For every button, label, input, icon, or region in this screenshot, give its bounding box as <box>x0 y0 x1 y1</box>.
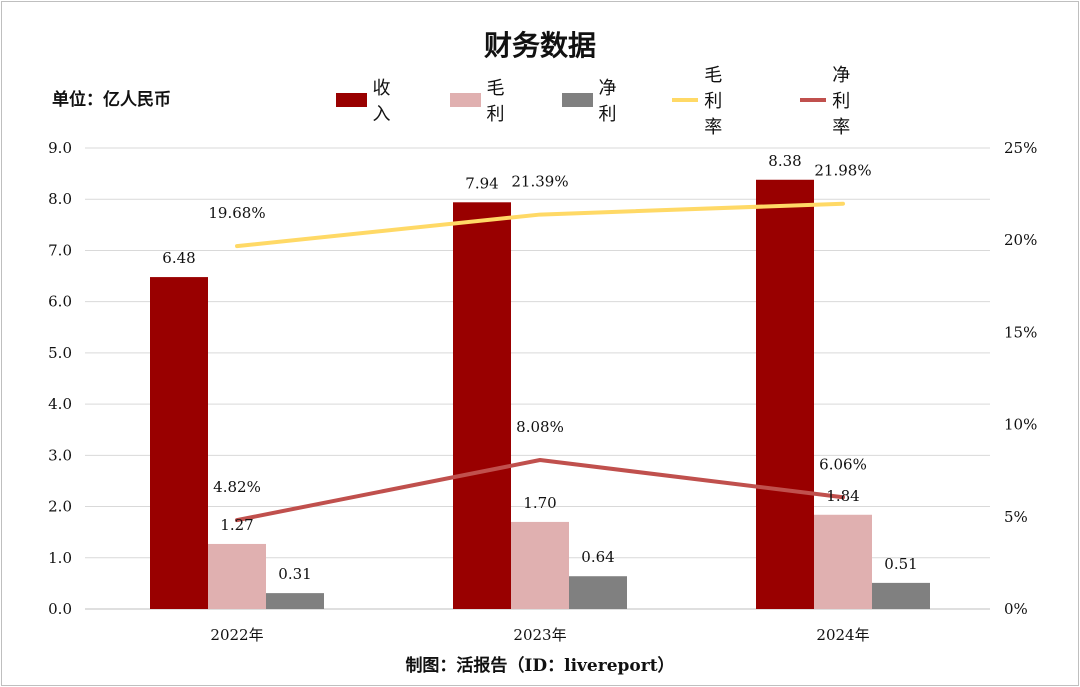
legend-item-5: 净利率 <box>800 65 866 138</box>
legend-label: 毛利 <box>486 78 505 125</box>
legend-swatch <box>562 93 593 107</box>
chart-title: 财务数据 <box>483 29 596 62</box>
legend-item-2: 毛利 <box>450 78 514 125</box>
legend-swatch <box>800 98 827 102</box>
legend-swatch <box>672 98 699 102</box>
legend-label: 收入 <box>372 78 391 125</box>
unit-label: 单位：亿人民币 <box>52 90 171 110</box>
legend-swatch <box>450 93 481 107</box>
footer-credit: 制图：活报告（ID：livereport） <box>405 656 675 676</box>
legend-label: 毛利率 <box>704 65 723 138</box>
legend-label: 净利率 <box>832 65 851 138</box>
legend-item-3: 净利 <box>562 78 626 125</box>
legend-item-1: 收入 <box>336 78 400 125</box>
legend-item-4: 毛利率 <box>672 65 738 138</box>
legend-swatch <box>336 93 367 107</box>
legend-label: 净利 <box>598 78 617 125</box>
